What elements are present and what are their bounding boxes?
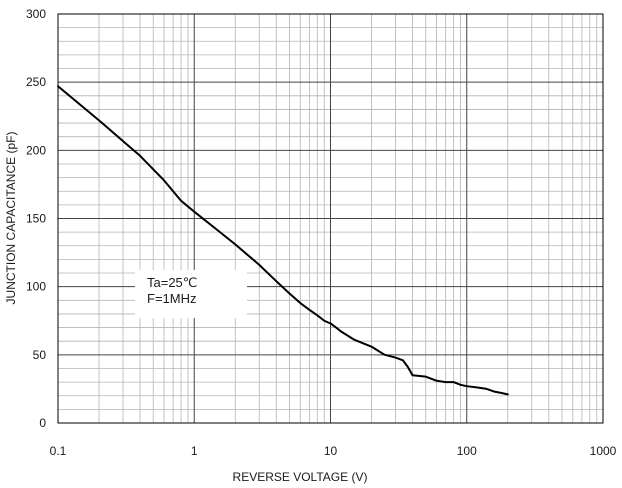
y-tick-label: 250 [26, 75, 46, 89]
x-tick-label: 1 [191, 444, 198, 458]
y-tick-label: 0 [39, 416, 46, 430]
annotation-line-2: F=1MHz [147, 291, 196, 306]
x-tick-label: 1000 [590, 444, 617, 458]
series-layer [57, 85, 509, 396]
x-axis-label: REVERSE VOLTAGE (V) [233, 470, 368, 484]
y-axis-label: JUNCTION CAPACITANCE (pF) [4, 132, 18, 305]
annotation-line-1: Ta=25℃ [147, 275, 197, 290]
y-tick-labels: 0 50 100 150 200 250 300 [26, 7, 46, 430]
y-tick-label: 300 [26, 7, 46, 21]
annotation-box: Ta=25℃ F=1MHz [135, 270, 247, 318]
x-tick-label: 0.1 [50, 444, 67, 458]
series-line-1 [57, 85, 509, 396]
y-tick-label: 200 [26, 143, 46, 157]
x-tick-labels: 0.1 1 10 100 1000 [50, 444, 617, 458]
y-tick-label: 50 [33, 348, 47, 362]
x-tick-label: 10 [324, 444, 338, 458]
y-tick-label: 150 [26, 212, 46, 226]
plot-frame [57, 13, 604, 424]
x-tick-label: 100 [457, 444, 477, 458]
y-tick-label: 100 [26, 280, 46, 294]
